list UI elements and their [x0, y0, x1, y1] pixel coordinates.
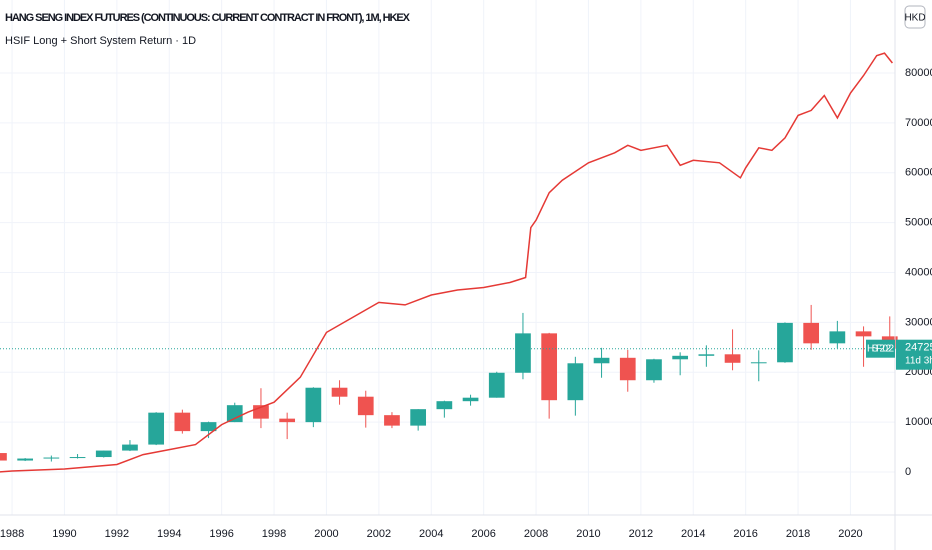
candle-body [462, 397, 479, 402]
candle-body [829, 331, 846, 344]
candle-body [200, 422, 217, 432]
candle-body [43, 457, 60, 459]
candle-body [357, 396, 374, 416]
candle-body [0, 453, 7, 461]
candle-body [855, 331, 872, 337]
candle-body [95, 450, 112, 458]
x-tick-label: 1992 [105, 528, 129, 540]
currency-label: HKD [904, 13, 925, 24]
chart-title: HANG SENG INDEX FUTURES (CONTINUOUS: CUR… [5, 12, 411, 24]
candle-body [515, 333, 531, 373]
last-price-label: 24725 [905, 342, 932, 354]
y-tick-label: 30000 [905, 316, 932, 328]
candle-body [646, 359, 662, 381]
symbol-tag [866, 339, 895, 358]
candle-body [567, 363, 584, 401]
x-tick-label: 1988 [0, 528, 24, 540]
candle-body [436, 401, 453, 410]
x-tick-label: 2020 [838, 528, 862, 540]
y-tick-label: 80000 [905, 67, 932, 79]
overlay-line [0, 52, 893, 473]
y-tick-label: 60000 [905, 167, 932, 179]
symbol-label: HSIF2022 [867, 343, 894, 354]
candle-body [148, 412, 165, 445]
x-tick-label: 2014 [681, 528, 705, 540]
candle-body [593, 357, 610, 364]
x-tick-label: 1994 [157, 528, 181, 540]
candle-body [226, 405, 243, 423]
axes: 0100002000030000400005000060000700008000… [0, 67, 932, 540]
y-tick-label: 50000 [905, 217, 932, 229]
y-tick-label: 70000 [905, 117, 932, 129]
x-tick-label: 2016 [733, 528, 757, 540]
candle-body [672, 355, 689, 360]
price-tag [896, 339, 932, 370]
y-tick-label: 0 [905, 466, 911, 478]
candle-body [750, 362, 767, 364]
x-tick-label: 1996 [209, 528, 233, 540]
x-tick-label: 2002 [367, 528, 391, 540]
chart-subtitle: HSIF Long + Short System Return · 1D [5, 35, 196, 47]
candle-body [69, 457, 86, 459]
x-tick-label: 2006 [471, 528, 495, 540]
candle-body [305, 387, 322, 423]
x-tick-label: 2008 [524, 528, 548, 540]
x-tick-label: 2000 [314, 528, 338, 540]
candle-body [698, 354, 715, 356]
candle-body [384, 415, 400, 426]
candle-body [410, 409, 427, 426]
x-tick-label: 2018 [786, 528, 810, 540]
x-tick-label: 2004 [419, 528, 443, 540]
candle-body [279, 418, 296, 423]
x-tick-label: 2012 [629, 528, 653, 540]
candle-body [122, 444, 138, 451]
currency-button[interactable] [904, 5, 926, 29]
marks [0, 52, 898, 473]
y-tick-label: 40000 [905, 266, 932, 278]
grid [0, 0, 895, 515]
countdown-label: 11d 3h [905, 355, 932, 366]
candle-body [724, 354, 741, 363]
candle-body [541, 333, 558, 401]
candle-body [174, 412, 191, 432]
x-tick-label: 1990 [52, 528, 76, 540]
candle-body [619, 357, 636, 381]
candle-body [17, 458, 34, 461]
candle-body [803, 322, 820, 344]
x-tick-label: 2010 [576, 528, 600, 540]
candle-body [331, 387, 348, 397]
candle-body [777, 322, 793, 363]
x-tick-label: 1998 [262, 528, 286, 540]
candle-body [488, 372, 505, 398]
y-tick-label: 10000 [905, 416, 932, 428]
